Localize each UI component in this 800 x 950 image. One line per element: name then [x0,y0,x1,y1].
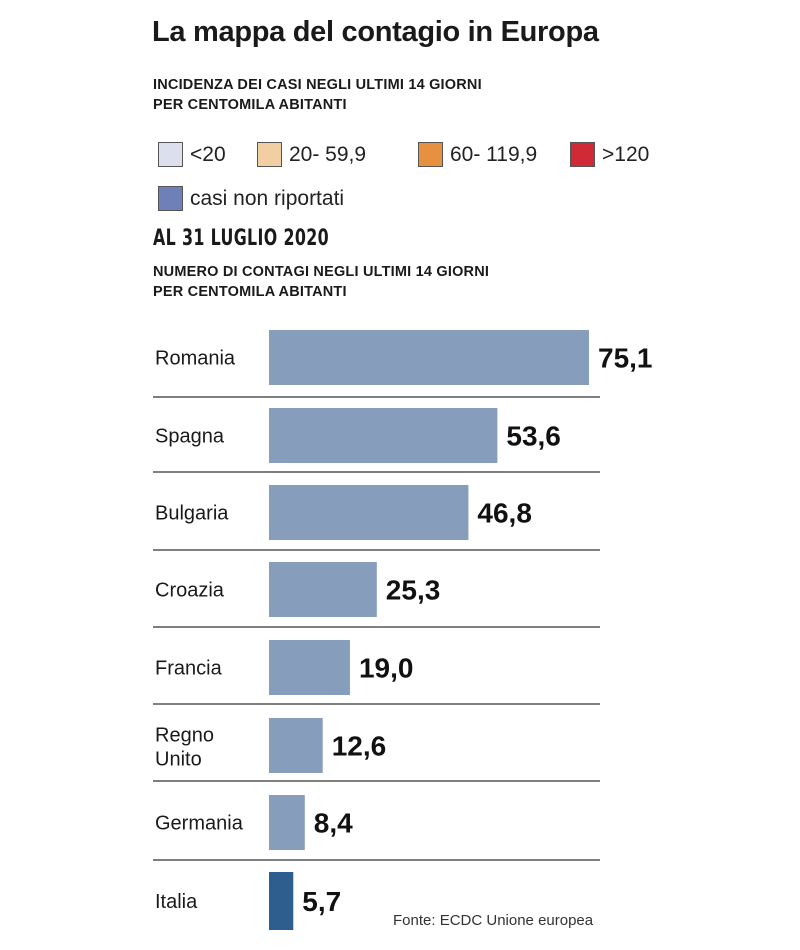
bar-croazia [269,562,377,617]
legend-item-gt120: >120 [570,142,649,167]
category-label: Francia [155,658,223,680]
legend-swatch [257,142,282,167]
legend-label: <20 [190,142,226,166]
map-subtitle: INCIDENZA DEI CASI NEGLI ULTIMI 14 GIORN… [153,75,482,115]
category-label: Germania [155,813,244,835]
legend-item-lt20: <20 [158,142,226,167]
bar-bulgaria [269,485,469,540]
legend-swatch [418,142,443,167]
category-label: Italia [155,891,198,913]
bar-francia [269,640,350,695]
value-label: 75,1 [598,343,653,374]
legend-item-20-59: 20- 59,9 [257,142,366,167]
bar-spagna [269,408,498,463]
chart-subtitle: NUMERO DI CONTAGI NEGLI ULTIMI 14 GIORNI… [153,262,489,302]
chart-title: La mappa del contagio in Europa [152,16,599,48]
legend-label: 20- 59,9 [289,142,367,166]
date-label: AL 31 LUGLIO 2020 [153,226,329,251]
chart-subtitle-line1: NUMERO DI CONTAGI NEGLI ULTIMI 14 GIORNI [153,264,490,280]
legend-label: casi non riportati [190,186,345,210]
legend-label: >120 [602,142,650,166]
bar-romania [269,330,589,385]
value-label: 25,3 [386,575,441,606]
legend-swatch [158,142,183,167]
legend-swatch [570,142,595,167]
value-label: 19,0 [359,653,414,684]
value-label: 12,6 [332,731,387,762]
legend-item-60-119: 60- 119,9 [418,142,537,167]
map-subtitle-line1: INCIDENZA DEI CASI NEGLI ULTIMI 14 GIORN… [153,77,482,93]
bar-regno-unito [269,718,323,773]
category-label: Croazia [155,580,225,602]
category-label: Regno Unito [155,725,214,771]
value-label: 8,4 [314,808,353,839]
value-label: 53,6 [506,421,560,452]
category-label: Spagna [155,426,225,448]
map-subtitle-line2: PER CENTOMILA ABITANTI [153,97,347,113]
category-label: Romania [155,348,236,370]
source-note: Fonte: ECDC Unione europea [393,912,594,929]
chart-subtitle-line2: PER CENTOMILA ABITANTI [153,284,347,300]
bar-italia [269,872,294,930]
category-label: Bulgaria [155,503,229,525]
legend-item-not-reported: casi non riportati [158,186,344,211]
value-label: 46,8 [477,498,532,529]
value-label: 5,7 [302,886,341,917]
legend-label: 60- 119,9 [450,142,538,166]
bar-germania [269,795,305,850]
legend-swatch [158,186,183,211]
